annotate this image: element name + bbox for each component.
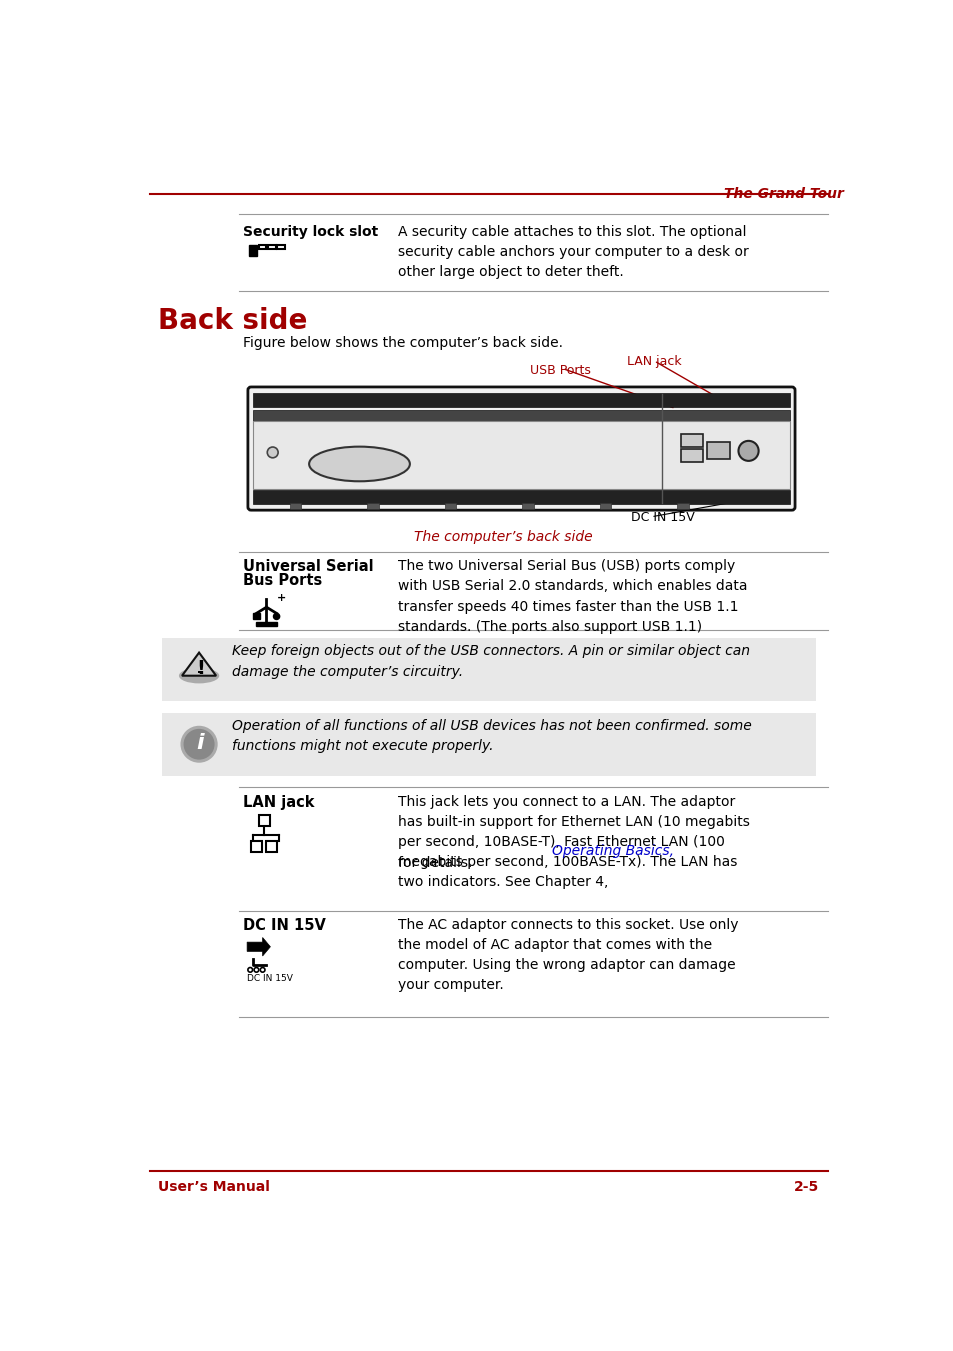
Bar: [444, 503, 456, 509]
Text: Keep foreign objects out of the USB connectors. A pin or similar object can
dama: Keep foreign objects out of the USB conn…: [232, 644, 749, 678]
Bar: [268, 245, 275, 249]
Text: Universal Serial: Universal Serial: [243, 559, 374, 574]
Bar: [677, 503, 688, 509]
Bar: [521, 503, 534, 509]
FancyBboxPatch shape: [248, 386, 794, 511]
Text: User’s Manual: User’s Manual: [158, 1179, 270, 1194]
Ellipse shape: [309, 447, 410, 481]
Text: LAN jack: LAN jack: [626, 354, 680, 367]
Text: for details.: for details.: [397, 857, 472, 870]
Text: !: !: [196, 659, 206, 678]
Bar: [256, 621, 276, 627]
Circle shape: [180, 725, 217, 763]
Text: DC IN 15V: DC IN 15V: [630, 511, 694, 524]
Polygon shape: [182, 653, 216, 676]
Bar: [249, 246, 257, 257]
Bar: [277, 245, 285, 249]
Bar: [706, 442, 729, 458]
Text: Bus Ports: Bus Ports: [243, 573, 322, 588]
Bar: [680, 450, 702, 462]
Bar: [253, 490, 790, 504]
Text: LAN jack: LAN jack: [243, 794, 314, 811]
Text: The two Universal Serial Bus (USB) ports comply
with USB Serial 2.0 standards, w: The two Universal Serial Bus (USB) ports…: [397, 559, 747, 634]
Text: The AC adaptor connects to this socket. Use only
the model of AC adaptor that co: The AC adaptor connects to this socket. …: [397, 919, 738, 993]
Text: i: i: [195, 734, 203, 754]
Circle shape: [183, 728, 214, 759]
Text: Back side: Back side: [158, 307, 307, 335]
Bar: [253, 612, 259, 619]
Bar: [258, 815, 270, 825]
Bar: [367, 503, 378, 509]
Bar: [253, 411, 790, 422]
Text: This jack lets you connect to a LAN. The adaptor
has built-in support for Ethern: This jack lets you connect to a LAN. The…: [397, 794, 749, 889]
Circle shape: [267, 447, 278, 458]
Bar: [162, 713, 815, 775]
Circle shape: [738, 440, 758, 461]
Text: Security lock slot: Security lock slot: [243, 226, 378, 239]
Bar: [680, 434, 702, 447]
Text: Operating Basics,: Operating Basics,: [551, 844, 673, 858]
Bar: [251, 842, 261, 852]
Text: A security cable attaches to this slot. The optional
security cable anchors your: A security cable attaches to this slot. …: [397, 226, 748, 280]
Text: Figure below shows the computer’s back side.: Figure below shows the computer’s back s…: [243, 336, 562, 350]
Bar: [290, 503, 301, 509]
Bar: [258, 245, 266, 249]
Text: The Grand Tour: The Grand Tour: [723, 186, 842, 201]
Ellipse shape: [179, 667, 219, 684]
Text: +: +: [276, 593, 286, 604]
Bar: [266, 842, 277, 852]
Text: Operation of all functions of all USB devices has not been confirmed. some
funct: Operation of all functions of all USB de…: [232, 719, 751, 754]
Text: DC IN 15V: DC IN 15V: [247, 974, 293, 984]
Text: USB Ports: USB Ports: [530, 363, 590, 377]
Text: The computer’s back side: The computer’s back side: [414, 530, 592, 544]
Bar: [162, 638, 815, 701]
Bar: [599, 503, 611, 509]
Text: 2-5: 2-5: [793, 1179, 818, 1194]
Bar: [253, 422, 790, 489]
Text: DC IN 15V: DC IN 15V: [243, 919, 326, 934]
Bar: [253, 393, 790, 407]
Polygon shape: [247, 938, 270, 957]
Bar: [197, 671, 201, 673]
Circle shape: [274, 613, 279, 620]
